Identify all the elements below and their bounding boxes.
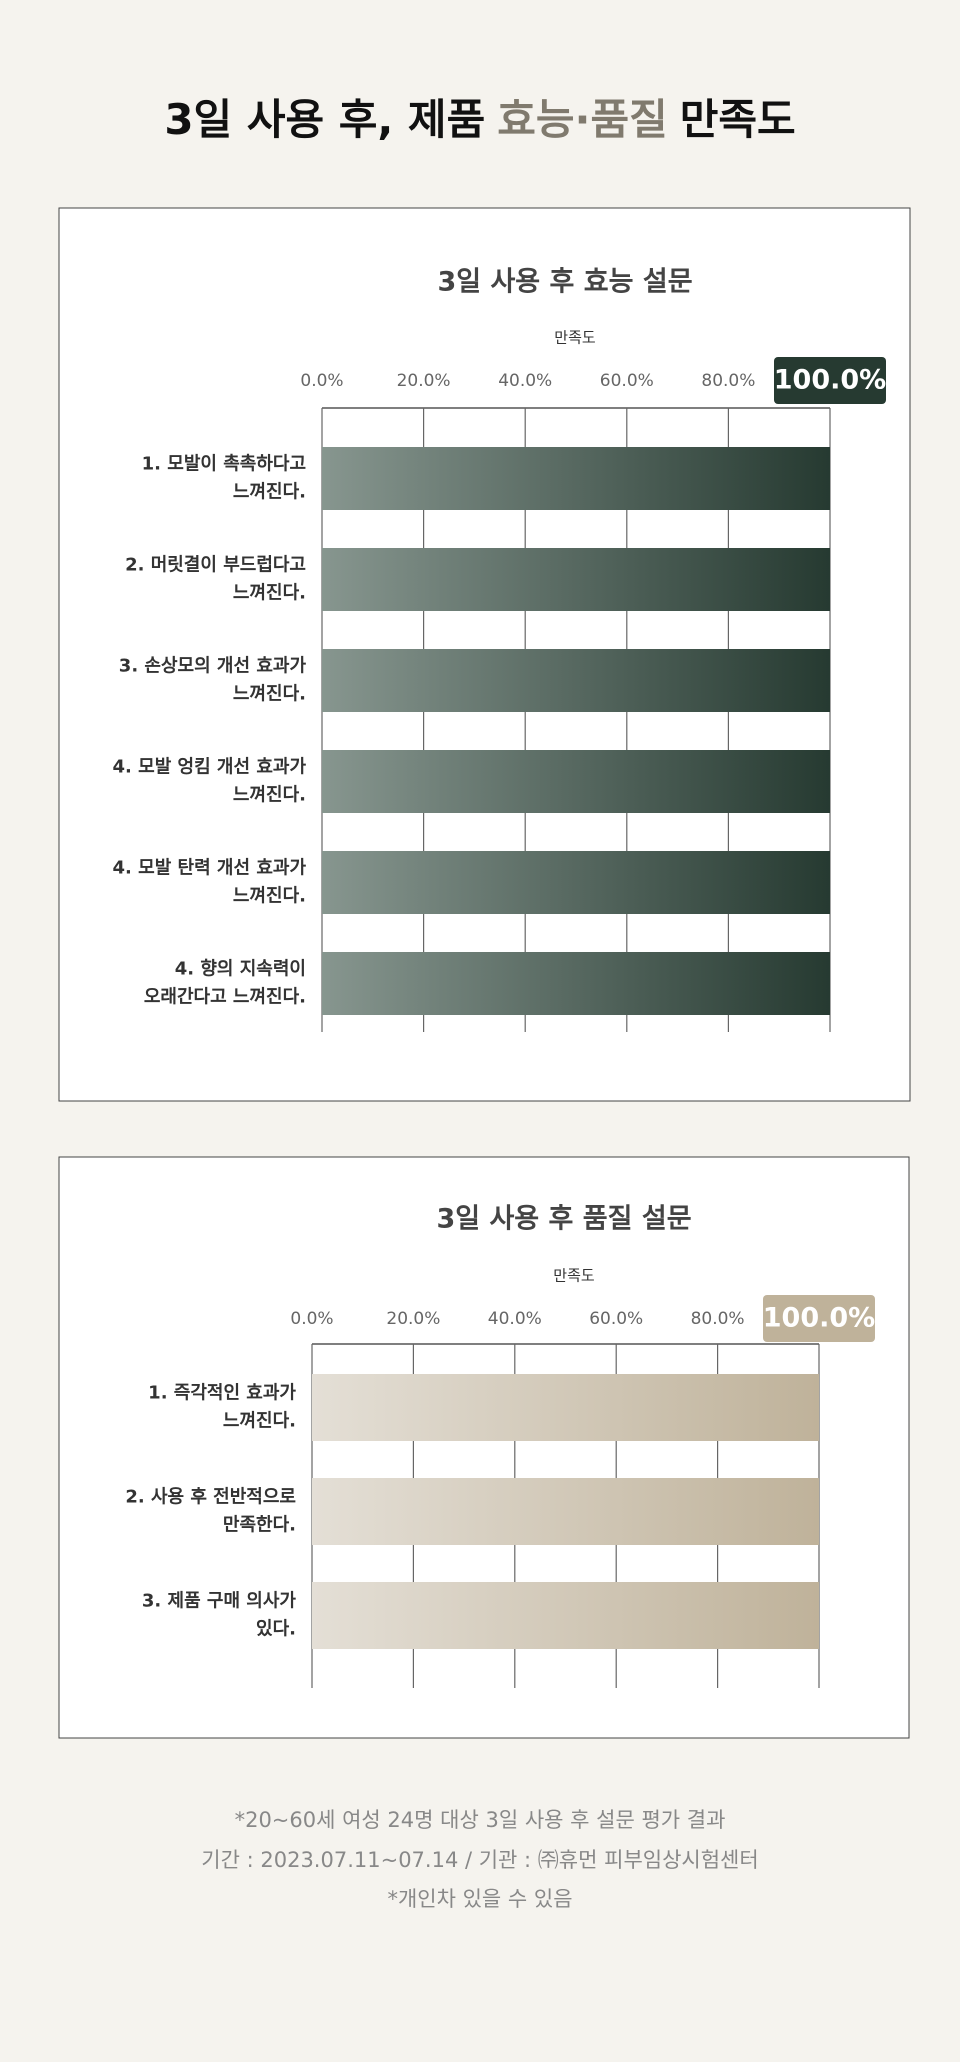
x-tick-label: 0.0% bbox=[300, 371, 343, 391]
bar bbox=[312, 1582, 819, 1649]
category-label: 있다. bbox=[256, 1619, 296, 1640]
x-tick-label: 20.0% bbox=[386, 1309, 440, 1329]
axis-title: 만족도 bbox=[554, 329, 596, 347]
bar bbox=[322, 548, 830, 611]
x-tick-label: 80.0% bbox=[701, 371, 755, 391]
category-label: 3. 제품 구매 의사가 bbox=[142, 1591, 297, 1612]
x-tick-label: 100.0% bbox=[763, 1303, 875, 1334]
axis-title: 만족도 bbox=[553, 1267, 595, 1285]
title-part: 효능·품질 bbox=[497, 95, 668, 144]
x-tick-label: 40.0% bbox=[488, 1309, 542, 1329]
highlight-badge bbox=[763, 1295, 875, 1342]
category-label: 4. 모발 탄력 개선 효과가 bbox=[113, 858, 307, 879]
category-label: 느껴진다. bbox=[233, 684, 306, 705]
x-tick-label: 100.0% bbox=[774, 365, 886, 396]
bar bbox=[322, 952, 830, 1015]
title-part: 3일 사용 후, 제품 bbox=[164, 95, 485, 144]
bar bbox=[322, 851, 830, 914]
category-label: 느껴진다. bbox=[233, 886, 306, 907]
category-label: 느껴진다. bbox=[223, 1411, 296, 1432]
x-tick-label: 80.0% bbox=[691, 1309, 745, 1329]
bar bbox=[322, 750, 830, 813]
category-label: 느껴진다. bbox=[233, 785, 306, 806]
bar bbox=[312, 1478, 819, 1545]
bar bbox=[322, 447, 830, 510]
category-label: 4. 모발 엉킴 개선 효과가 bbox=[113, 757, 307, 778]
x-tick-label: 60.0% bbox=[589, 1309, 643, 1329]
x-tick-label: 0.0% bbox=[290, 1309, 333, 1329]
highlight-badge bbox=[774, 357, 886, 404]
footnote: 기간 : 2023.07.11~07.14 / 기관 : ㈜휴먼 피부임상시험센… bbox=[201, 1848, 758, 1872]
category-label: 만족한다. bbox=[223, 1515, 296, 1536]
footnote: *개인차 있을 수 있음 bbox=[387, 1887, 572, 1911]
category-label: 오래간다고 느껴진다. bbox=[144, 987, 306, 1008]
page-title: 3일 사용 후, 제품 효능·품질 만족도 bbox=[164, 95, 795, 144]
category-label: 느껴진다. bbox=[233, 482, 306, 503]
chart-panel bbox=[58, 1156, 910, 1739]
category-label: 2. 머릿결이 부드럽다고 bbox=[125, 555, 306, 576]
category-label: 4. 향의 지속력이 bbox=[175, 959, 306, 980]
bar bbox=[312, 1374, 819, 1441]
chart-title: 3일 사용 후 효능 설문 bbox=[437, 267, 692, 298]
bar bbox=[322, 649, 830, 712]
x-tick-label: 60.0% bbox=[600, 371, 654, 391]
category-label: 1. 모발이 촉촉하다고 bbox=[142, 454, 306, 475]
category-label: 3. 손상모의 개선 효과가 bbox=[119, 656, 307, 677]
x-tick-label: 20.0% bbox=[397, 371, 451, 391]
x-tick-label: 40.0% bbox=[498, 371, 552, 391]
category-label: 느껴진다. bbox=[233, 583, 306, 604]
title-part: 만족도 bbox=[680, 95, 796, 144]
chart-title: 3일 사용 후 품질 설문 bbox=[436, 1204, 691, 1235]
category-label: 1. 즉각적인 효과가 bbox=[148, 1383, 296, 1404]
footnote: *20~60세 여성 24명 대상 3일 사용 후 설문 평가 결과 bbox=[235, 1808, 726, 1832]
category-label: 2. 사용 후 전반적으로 bbox=[125, 1487, 296, 1508]
